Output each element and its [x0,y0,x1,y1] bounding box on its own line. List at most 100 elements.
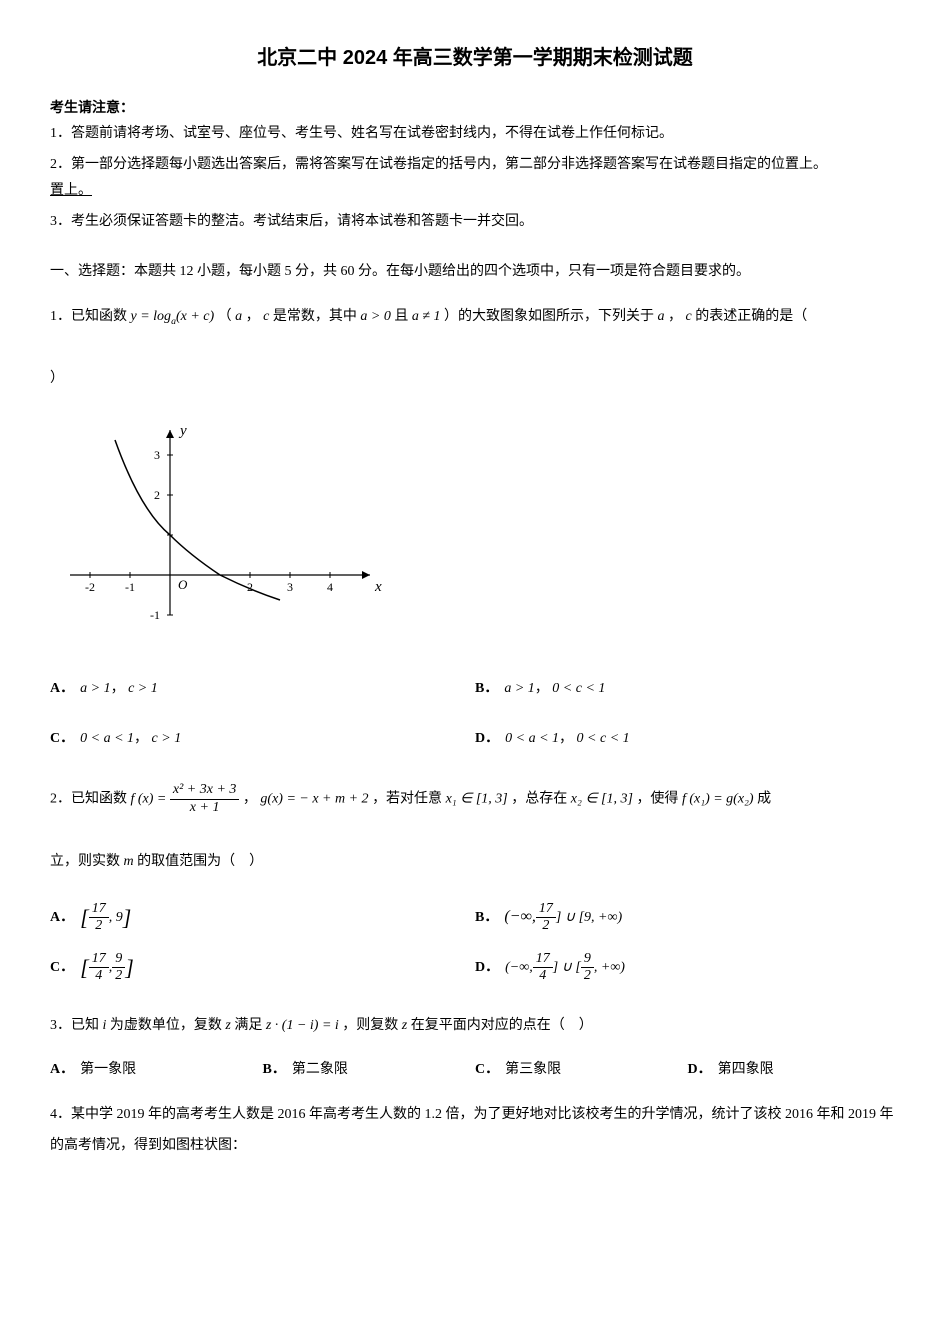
q1-and: 且 [394,309,412,324]
q1-optB-sep: ， [535,676,549,701]
q2-mid2: ，总存在 [511,791,571,806]
q3-prefix: 3．已知 [50,1018,103,1033]
q2-comma1: ， [243,791,257,806]
q2-optC-frac2: 9 2 [112,951,125,986]
q3-optC: 第三象限 [505,1057,561,1082]
q2-f-den: x + 1 [170,800,240,817]
q2-option-d: D． (−∞, 17 4 ] ∪ [ 9 2 , +∞) [475,943,900,993]
q1-option-c: C． 0 < a < 1 ， c > 1 [50,714,475,764]
q2-optA-den: 2 [89,918,109,935]
q1-options: A． a > 1 ， c > 1 B． a > 1 ， 0 < c < 1 C．… [50,664,900,764]
q2-mid1: ，若对任意 [372,791,446,806]
q1-optA-sep: ， [111,676,125,701]
notice-heading: 考生请注意： [50,96,900,121]
q2-optB-mid: ] ∪ [9, +∞) [556,905,622,930]
svg-text:-1: -1 [150,608,160,622]
q1-optB2: 0 < c < 1 [552,676,605,701]
q2-optA-mid: , 9 [109,905,123,930]
svg-text:2: 2 [154,488,160,502]
svg-text:-1: -1 [125,580,135,594]
q1-suffix2: 的表述正确的是（ [695,309,821,324]
q2-optD-num2: 9 [581,951,594,969]
q2-optD-r: , +∞) [594,955,625,980]
q2-mid3: ，使得 [636,791,682,806]
q2-optC-num1: 17 [89,951,109,969]
q3-optD: 第四象限 [718,1057,774,1082]
q2-optD-den2: 2 [581,968,594,985]
q2-optC-den1: 4 [89,968,109,985]
q1-close: ） [50,371,64,386]
q1-optD1: 0 < a < 1 [505,726,559,751]
q1-optC2: c > 1 [152,726,182,751]
q2-mid4: 成 [757,791,771,806]
q1-optD-sep: ， [559,726,573,751]
svg-text:2: 2 [247,580,253,594]
q2-opt-d-label: D． [475,955,499,980]
q2-x2: x₂ ∈ [1, 3] [571,791,633,806]
q2-optB-num: 17 [536,901,556,919]
q2-optA-r: ] [123,898,132,938]
q3-opt-d-label: D． [688,1057,712,1082]
q2-opt-c-label: C． [50,955,74,980]
q3-expr: z · (1 − i) = i [266,1018,339,1033]
q1-suffix: ）的大致图象如图所示，下列关于 [444,309,658,324]
notice-2-underline: 置上。 [50,183,92,198]
q2-option-c: C． [ 17 4 , 9 2 ] [50,943,475,993]
question-4: 4．某中学 2019 年的高考考生人数是 2016 年高考考生人数的 1.2 倍… [50,1100,900,1162]
q1-optC-sep: ， [134,726,148,751]
q2-opt-b-label: B． [475,905,498,930]
opt-b-label: B． [475,676,498,701]
q2-x1: x₁ ∈ [1, 3] [446,791,508,806]
opt-c-label: C． [50,726,74,751]
q1-optA2: c > 1 [128,676,158,701]
q2-eq: f (x₁) = g(x₂) [682,791,754,806]
q1-a2: a [658,309,665,324]
q3-opt-b-label: B． [263,1057,286,1082]
q2-optB-frac: 17 2 [536,901,556,936]
q2-optB-den: 2 [536,918,556,935]
svg-text:-2: -2 [85,580,95,594]
q1-const: 是常数，其中 [273,309,361,324]
q2-option-b: B． (−∞, 17 2 ] ∪ [9, +∞) [475,893,900,943]
q3-options: A． 第一象限 B． 第二象限 C． 第三象限 D． 第四象限 [50,1057,900,1082]
notice-2-text: 2．第一部分选择题每小题选出答案后，需将答案写在试卷指定的括号内，第二部分非选择… [50,157,827,172]
svg-text:y: y [178,423,187,439]
q1-cond1: a > 0 [360,309,390,324]
q2-option-a: A． [ 17 2 , 9 ] [50,893,475,943]
svg-text:4: 4 [327,580,333,594]
question-1: 1．已知函数 y = loga(x + c) （ a ， c 是常数，其中 a … [50,302,900,394]
q3-option-b: B． 第二象限 [263,1057,476,1082]
q2-optD-frac1: 17 4 [533,951,553,986]
q1-y: y = log [131,309,172,324]
notice-3: 3．考生必须保证答题卡的整洁。考试结束后，请将本试卷和答题卡一并交回。 [50,209,900,234]
q2-f-num: x² + 3x + 3 [170,782,240,800]
q3-mid1: 为虚数单位，复数 [110,1018,226,1033]
q3-option-c: C． 第三象限 [475,1057,688,1082]
q2-optA-num: 17 [89,901,109,919]
q2-line2: 立，则实数 [50,854,124,869]
q2-optC-num2: 9 [112,951,125,969]
svg-text:O: O [178,577,188,592]
q1-a: a [235,309,242,324]
q3-z: z [225,1018,230,1033]
q1-graph: -2 -1 2 3 4 -1 2 3 O x y [70,415,900,644]
q3-optA: 第一象限 [80,1057,136,1082]
q2-options: A． [ 17 2 , 9 ] B． (−∞, 17 2 ] ∪ [9, +∞)… [50,893,900,993]
q2-g: g(x) = − x + m + 2 [260,791,368,806]
q1-option-b: B． a > 1 ， 0 < c < 1 [475,664,900,714]
q3-option-d: D． 第四象限 [688,1057,901,1082]
q1-optB1: a > 1 [504,676,534,701]
q2-f-lhs: f (x) = [131,791,170,806]
q2-optB-l: (−∞, [504,903,536,932]
svg-text:3: 3 [287,580,293,594]
q2-optD-den1: 4 [533,968,553,985]
q1-cond2: a ≠ 1 [412,309,441,324]
q1-option-d: D． 0 < a < 1 ， 0 < c < 1 [475,714,900,764]
notice-2: 2．第一部分选择题每小题选出答案后，需将答案写在试卷指定的括号内，第二部分非选择… [50,152,900,202]
q2-optD-l: (−∞, [505,955,533,980]
q1-c: c [263,309,269,324]
q3-option-a: A． 第一象限 [50,1057,263,1082]
q1-optA1: a > 1 [80,676,110,701]
q3-suffix: 在复平面内对应的点在（ ） [411,1018,593,1033]
question-3: 3．已知 i 为虚数单位，复数 z 满足 z · (1 − i) = i ，则复… [50,1011,900,1042]
